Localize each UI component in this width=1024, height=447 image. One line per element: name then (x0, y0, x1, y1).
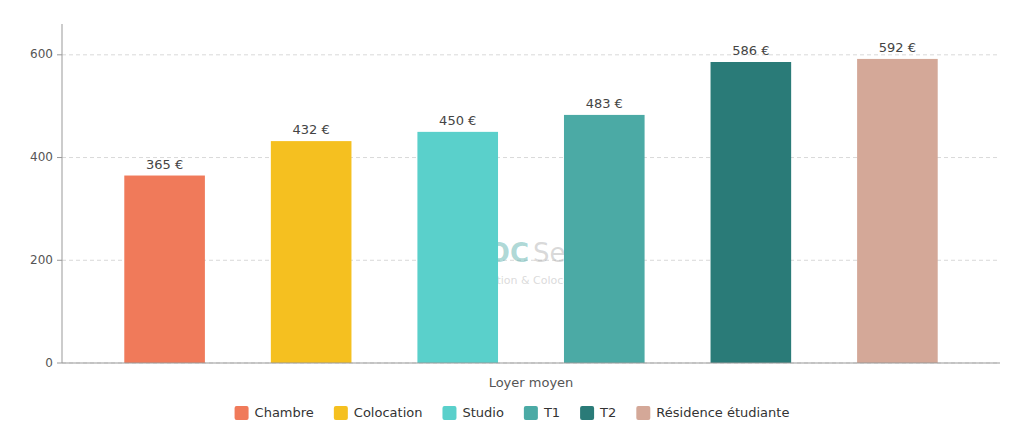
data-label: 483 € (586, 96, 623, 111)
data-label: 586 € (732, 43, 769, 58)
grid-line (62, 54, 1000, 55)
legend-item: Studio (442, 405, 503, 421)
legend-label: Résidence étudiante (656, 405, 789, 420)
legend-label: T1 (543, 405, 560, 420)
data-label: 365 € (146, 157, 183, 172)
tick-label: 600 (30, 47, 53, 61)
bar (857, 59, 938, 363)
legend-item: Chambre (235, 405, 314, 421)
data-label: 432 € (293, 122, 330, 137)
bar (271, 141, 352, 363)
legend-item: T1 (524, 405, 560, 421)
y-axis-line (62, 24, 63, 363)
tick-label: 400 (30, 150, 53, 164)
grid (62, 55, 1000, 363)
legend-swatch (524, 406, 538, 420)
grid-line (62, 363, 1000, 364)
tick-mark (57, 260, 62, 261)
bar (711, 62, 792, 363)
tick-label: 0 (45, 356, 53, 370)
legend: Chambre Colocation Studio T1 T2 Résidence étu… (235, 405, 790, 421)
legend-swatch (334, 406, 348, 420)
legend-item: Colocation (334, 405, 423, 421)
bar (124, 176, 205, 363)
y-axis: 0 200 400 600 (30, 24, 62, 370)
legend-label: Colocation (354, 405, 423, 420)
legend-swatch (636, 406, 650, 420)
x-axis-label: Loyer moyen (489, 375, 574, 390)
data-label: 592 € (879, 40, 916, 55)
tick-label: 200 (30, 253, 53, 267)
legend-label: Chambre (255, 405, 314, 420)
x-axis-line (62, 363, 1000, 364)
tick-mark (57, 157, 62, 158)
legend-label: T2 (599, 405, 616, 420)
legend-item: T2 (580, 405, 616, 421)
data-labels: 365 € 432 € 450 € 483 € 586 € 592 € (146, 40, 916, 172)
tick-mark (57, 363, 62, 364)
legend-swatch (235, 406, 249, 420)
bars (124, 59, 937, 363)
chart: 0200400600LOCServiceLocation & Colocatio… (0, 0, 1024, 447)
data-label: 450 € (439, 113, 476, 128)
legend-item: Résidence étudiante (636, 405, 789, 421)
legend-label: Studio (462, 405, 503, 420)
bar (564, 115, 645, 363)
bar (417, 132, 498, 363)
tick-mark (57, 54, 62, 55)
legend-swatch (580, 406, 594, 420)
legend-swatch (442, 406, 456, 420)
